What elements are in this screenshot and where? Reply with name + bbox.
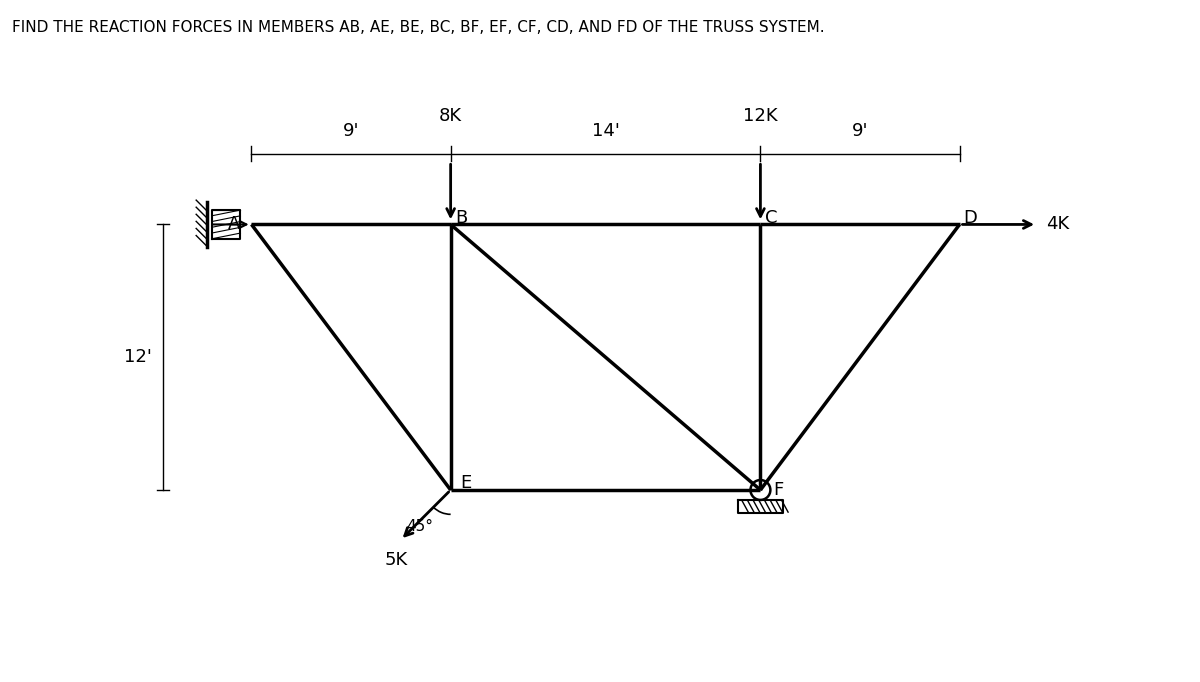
Text: A: A	[228, 216, 240, 233]
Text: D: D	[964, 209, 978, 227]
Text: 4K: 4K	[1046, 216, 1069, 233]
Text: C: C	[766, 209, 778, 227]
Text: 9': 9'	[343, 122, 359, 140]
Text: 8K: 8K	[439, 107, 462, 125]
Text: E: E	[461, 475, 472, 492]
Text: 9': 9'	[852, 122, 869, 140]
Text: 14': 14'	[592, 122, 619, 140]
Text: F: F	[773, 481, 784, 499]
Text: 45°: 45°	[406, 519, 433, 534]
Text: FIND THE REACTION FORCES IN MEMBERS AB, AE, BE, BC, BF, EF, CF, CD, AND FD OF TH: FIND THE REACTION FORCES IN MEMBERS AB, …	[12, 20, 824, 35]
Text: 12K: 12K	[743, 107, 778, 125]
Text: B: B	[456, 209, 468, 227]
Text: 5K: 5K	[384, 551, 408, 569]
Text: 12': 12'	[124, 349, 152, 366]
